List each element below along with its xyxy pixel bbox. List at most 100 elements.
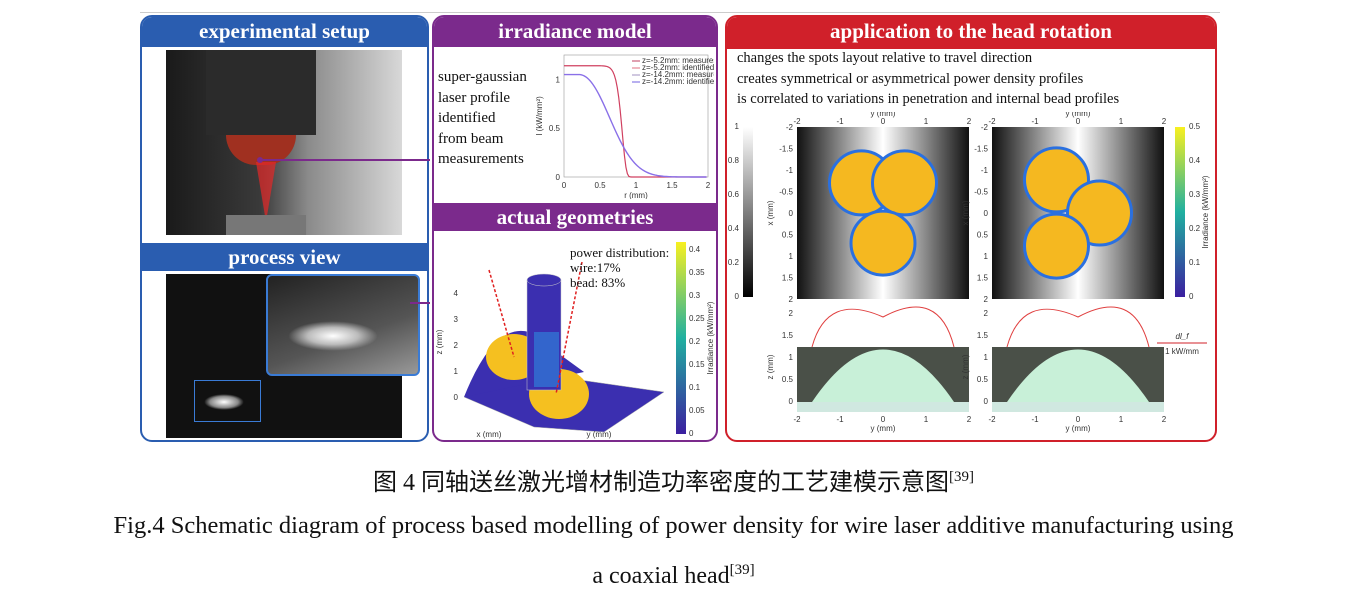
y-tick-label: -1 bbox=[981, 166, 989, 175]
y-tick-label: -0.5 bbox=[974, 188, 988, 197]
laser-spot bbox=[871, 149, 938, 217]
model-text-line: super-gaussian bbox=[438, 69, 527, 85]
x-axis-label: y (mm) bbox=[1066, 424, 1091, 433]
colorbar-tick-label: 0.2 bbox=[1189, 224, 1201, 233]
grayscale-tick-label: 0.2 bbox=[728, 258, 740, 267]
grayscale-tick-label: 0 bbox=[735, 292, 740, 301]
y-tick-label: 1.5 bbox=[782, 274, 794, 283]
z-tick-label: 1 bbox=[454, 367, 459, 376]
x-tick-label: -2 bbox=[793, 415, 801, 424]
x-tick-label: -2 bbox=[988, 117, 996, 126]
x-tick-label: 0 bbox=[881, 117, 886, 126]
x-tick-label: -1 bbox=[1031, 415, 1039, 424]
y-axis-label: x (mm) bbox=[766, 200, 775, 225]
z-tick-label: 0 bbox=[789, 397, 794, 406]
y-tick-label: 0.5 bbox=[782, 231, 794, 240]
y-tick-label: -1.5 bbox=[974, 145, 988, 154]
substrate bbox=[992, 402, 1164, 412]
x-axis-label: y (mm) bbox=[871, 424, 896, 433]
z-tick-label: 1.5 bbox=[782, 331, 794, 340]
substrate bbox=[797, 402, 969, 412]
x-axis-label: x (mm) bbox=[477, 430, 502, 439]
grayscale-tick-label: 0.6 bbox=[728, 190, 740, 199]
bead-profile bbox=[1007, 349, 1149, 402]
experimental-setup-title: experimental setup bbox=[142, 17, 427, 47]
y-axis-label: y (mm) bbox=[587, 430, 612, 439]
colorbar-tick-label: 0.05 bbox=[689, 406, 705, 415]
x-tick-label: 2 bbox=[1162, 415, 1167, 424]
x-tick-label: 1 bbox=[924, 415, 929, 424]
x-tick-label: 1.5 bbox=[666, 181, 678, 190]
z-tick-label: 2 bbox=[454, 341, 459, 350]
head-rotation-panel: application to the head rotation changes… bbox=[725, 15, 1217, 442]
head-rotation-title: application to the head rotation bbox=[727, 17, 1215, 49]
colorbar-tick-label: 0.15 bbox=[689, 360, 705, 369]
power-distribution-text: power distribution: wire:17% bead: 83% bbox=[570, 245, 669, 290]
colorbar-tick-label: 0.2 bbox=[689, 337, 701, 346]
rotation-text-line: is correlated to variations in penetrati… bbox=[737, 91, 1120, 107]
wire-top bbox=[526, 273, 562, 287]
model-description: super-gaussian laser profile identified … bbox=[438, 67, 527, 170]
x-tick-label: -1 bbox=[836, 415, 844, 424]
z-axis-label: z (mm) bbox=[766, 354, 775, 379]
power-text-line: bead: 83% bbox=[570, 275, 626, 290]
x-tick-label: 2 bbox=[1162, 117, 1167, 126]
y-tick-label: 0 bbox=[789, 209, 794, 218]
caption-en2-text: a coaxial head bbox=[592, 563, 730, 589]
y-axis-label: x (mm) bbox=[961, 200, 970, 225]
y-tick-label: -0.5 bbox=[779, 188, 793, 197]
caption-cn-text: 图 4 同轴送丝激光增材制造功率密度的工艺建模示意图 bbox=[373, 470, 949, 496]
head-rotation-plots: 0 0.2 0.4 0.6 0.8 1 0 0.1 0.2 0.3 0.4 0.5 Irradiance… bbox=[728, 112, 1210, 433]
y-tick-label: 1 bbox=[789, 252, 794, 261]
grayscale-tick-label: 0.8 bbox=[728, 156, 740, 165]
top-rule bbox=[140, 12, 1220, 13]
irradiance-panel: irradiance model super-gaussian laser pr… bbox=[432, 15, 718, 442]
irradiance-colorbar bbox=[1175, 127, 1185, 297]
z-tick-label: 1 bbox=[789, 353, 794, 362]
x-tick-label: 2 bbox=[706, 181, 711, 190]
laser-spot bbox=[1023, 212, 1090, 280]
z-tick-label: 1.5 bbox=[977, 331, 989, 340]
bead-profile bbox=[812, 349, 954, 402]
connector-lines bbox=[257, 157, 430, 304]
x-tick-label: 0 bbox=[562, 181, 567, 190]
y-tick-label: -1 bbox=[786, 166, 794, 175]
grayscale-colorbar bbox=[743, 127, 753, 297]
colorbar-tick-label: 0.3 bbox=[689, 291, 701, 300]
x-axis-label: y (mm) bbox=[871, 112, 896, 118]
x-tick-label: 1 bbox=[1119, 415, 1124, 424]
model-text-line: laser profile bbox=[438, 89, 511, 106]
rotation-description: changes the spots layout relative to tra… bbox=[737, 48, 1119, 110]
process-view-photo bbox=[166, 274, 420, 438]
z-tick-label: 1 bbox=[984, 353, 989, 362]
caption-english-line2: a coaxial head[39] bbox=[0, 562, 1347, 590]
scale-label: dl_f bbox=[1176, 332, 1190, 341]
y-tick-label: 0.5 bbox=[549, 124, 561, 133]
x-tick-label: 1 bbox=[924, 117, 929, 126]
y-tick-label: -1.5 bbox=[779, 145, 793, 154]
z-tick-label: 0 bbox=[984, 397, 989, 406]
x-tick-label: -2 bbox=[988, 415, 996, 424]
z-tick-label: 0.5 bbox=[977, 375, 989, 384]
colorbar-tick-label: 0 bbox=[1189, 292, 1194, 301]
power-density-profile bbox=[1006, 306, 1150, 348]
colorbar-tick-label: 0.1 bbox=[689, 383, 701, 392]
x-tick-label: 0.5 bbox=[594, 181, 606, 190]
y-tick-label: -2 bbox=[786, 123, 794, 132]
x-tick-label: 1 bbox=[634, 181, 639, 190]
experimental-setup-panel: experimental setup process view bbox=[140, 15, 429, 442]
model-text-line: from beam bbox=[438, 130, 504, 147]
x-tick-label: 2 bbox=[967, 117, 972, 126]
geometry-3d-plot: 0 1 2 3 4 z (mm) x (mm) y (mm) 0 0.05 0.1 0.15 0.2 0.… bbox=[435, 242, 715, 439]
laser-ray bbox=[555, 261, 583, 395]
colorbar-tick-label: 0.4 bbox=[1189, 156, 1201, 165]
colorbar-tick-label: 0.4 bbox=[689, 245, 701, 254]
power-text-line: wire:17% bbox=[570, 260, 621, 275]
y-tick-label: -2 bbox=[981, 123, 989, 132]
rotation-text-line: changes the spots layout relative to tra… bbox=[737, 50, 1033, 66]
z-tick-label: 2 bbox=[984, 309, 989, 318]
z-tick-label: 2 bbox=[789, 309, 794, 318]
wire-irradiance bbox=[534, 332, 559, 387]
z-tick-label: 0.5 bbox=[782, 375, 794, 384]
actual-geometries-title: actual geometries bbox=[434, 203, 716, 231]
